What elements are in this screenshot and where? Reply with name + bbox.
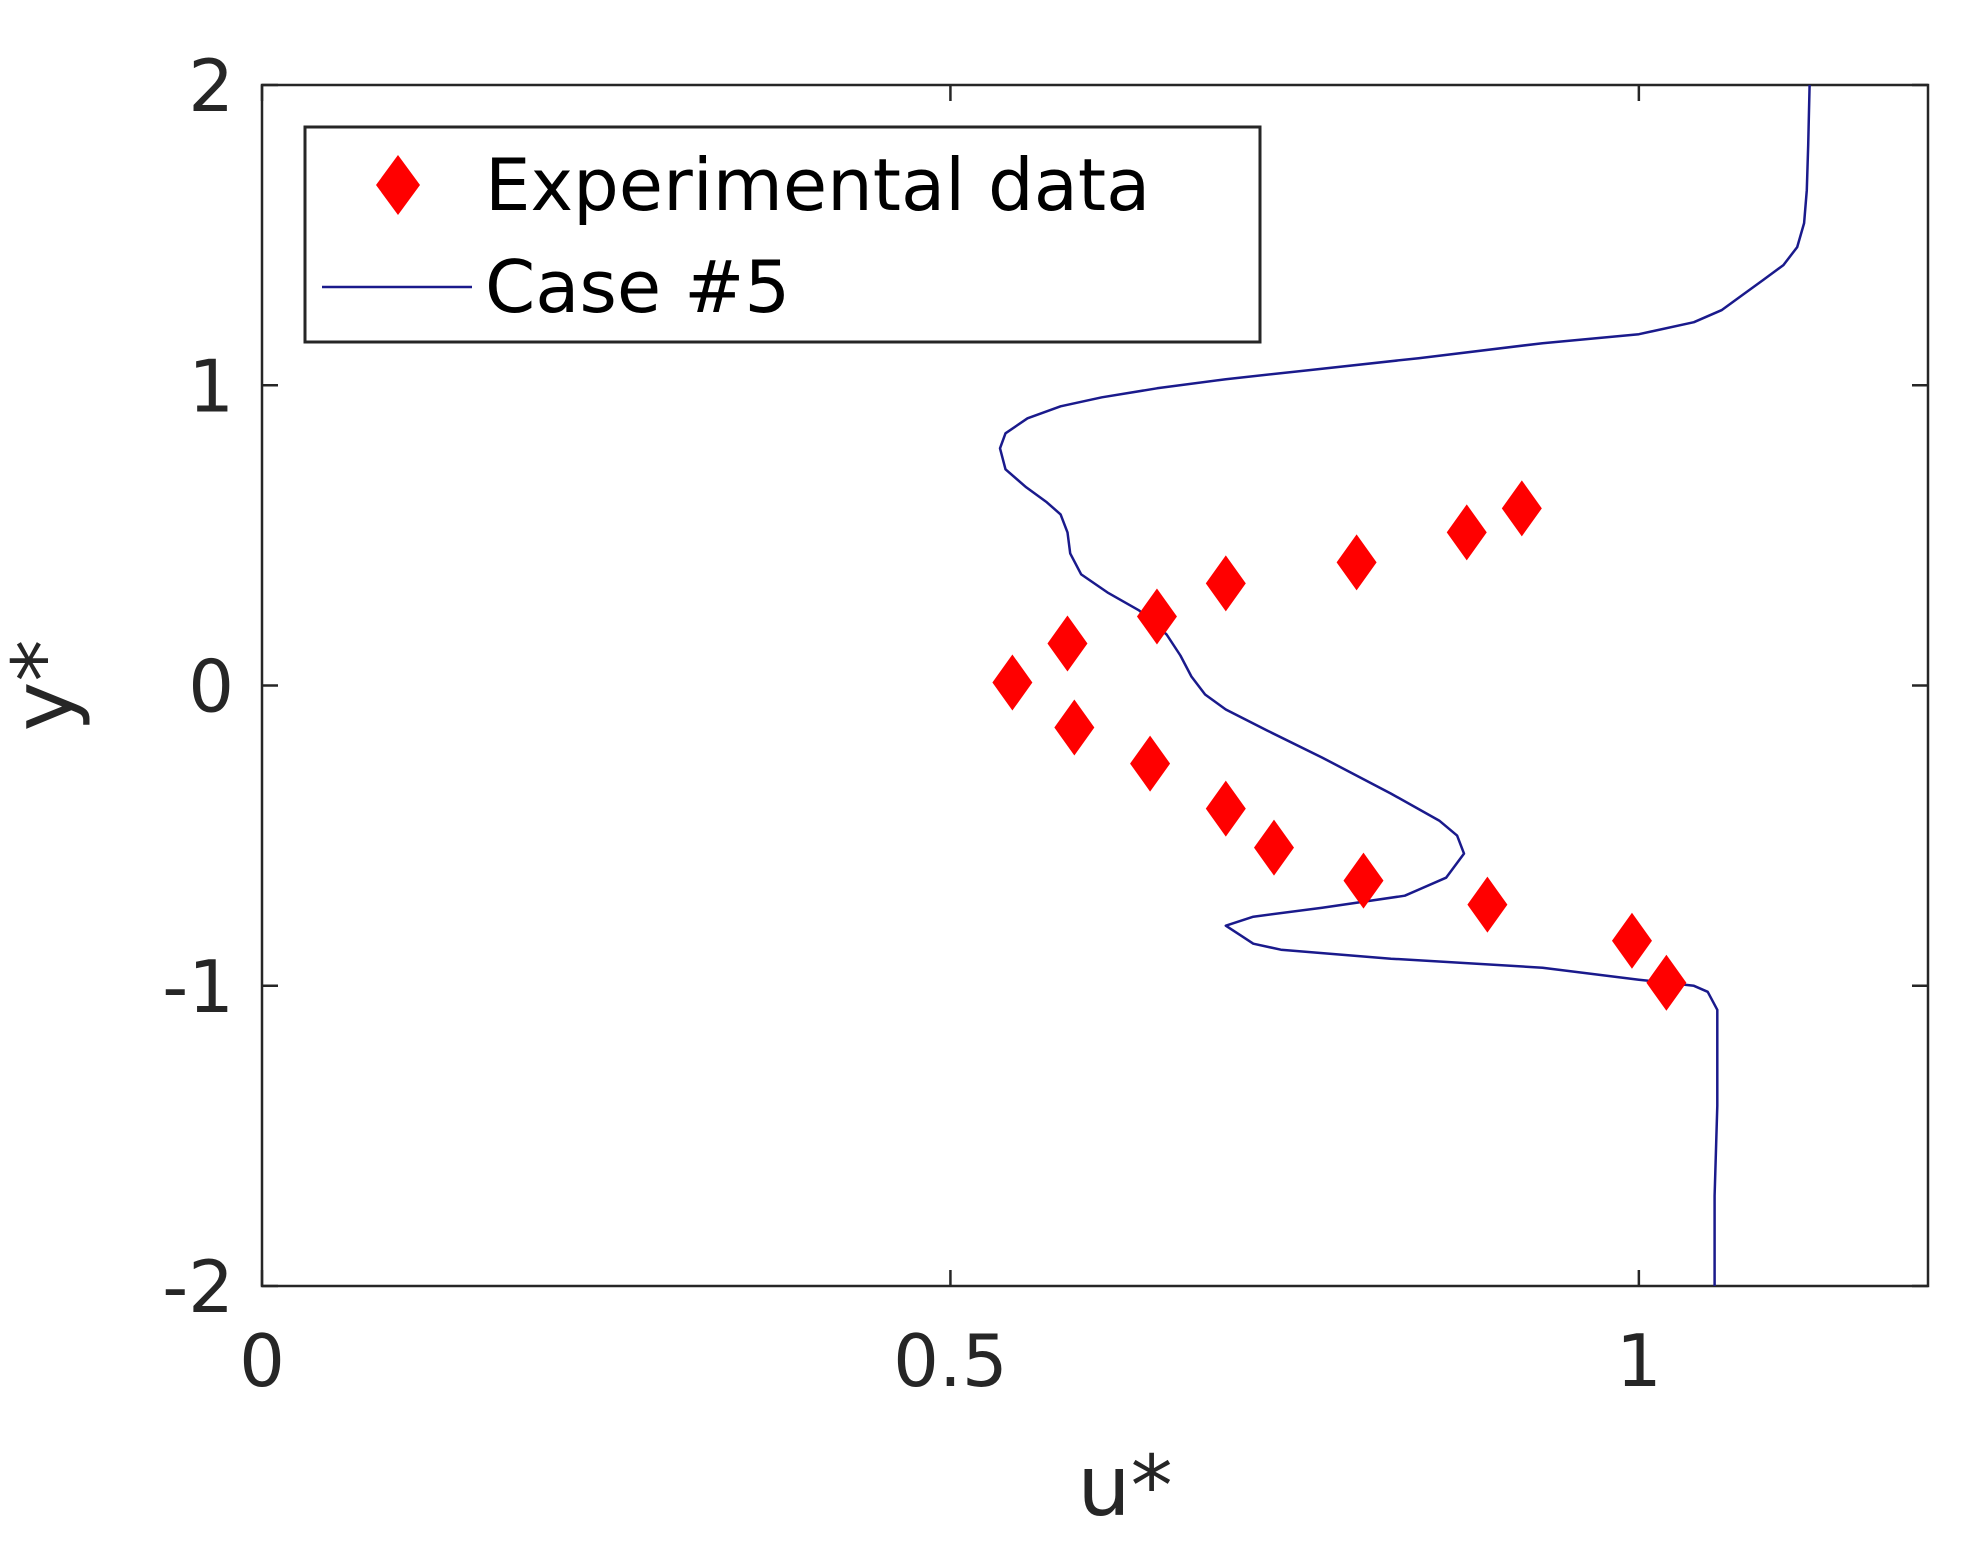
experimental-data-point — [1336, 534, 1377, 591]
y-tick-label: 0 — [188, 645, 234, 729]
axis-tick-labels: 0 0.5 1 2 1 0 -1 -2 — [162, 44, 1662, 1403]
legend-diamond — [376, 155, 420, 215]
x-axis-label: u* — [1077, 1437, 1172, 1535]
legend-box — [303, 125, 1262, 344]
axis-ticks — [260, 83, 1928, 1288]
experimental-data-point — [1611, 912, 1652, 969]
experimental-data-point — [1047, 615, 1088, 672]
y-tick-label: -1 — [162, 945, 234, 1029]
experimental-data-point — [1136, 588, 1177, 645]
experimental-data-point — [1446, 504, 1487, 561]
experimental-data-point — [1054, 699, 1095, 756]
legend-label-case5: Case #5 — [485, 245, 790, 329]
case5-line — [998, 84, 1811, 1286]
y-axis-label: y* — [0, 640, 92, 732]
y-tick-label: 2 — [188, 44, 234, 128]
experimental-data-point — [1205, 780, 1246, 837]
experimental-data-point — [1205, 555, 1246, 612]
experimental-data-point — [1467, 876, 1508, 933]
legend-label-experimental: Experimental data — [485, 143, 1150, 227]
y-tick-label: 1 — [188, 344, 234, 428]
legend: Experimental data Case #5 — [303, 125, 1262, 344]
experimental-data-point — [992, 654, 1033, 711]
x-tick-label: 1 — [1616, 1319, 1662, 1403]
experimental-data-point — [1646, 954, 1687, 1011]
experimental-data-point — [1343, 852, 1384, 909]
experimental-data-point — [1253, 819, 1294, 876]
experimental-data-point — [1501, 480, 1542, 537]
x-tick-label: 0 — [239, 1319, 285, 1403]
legend-marker-experimental — [376, 155, 420, 215]
experimental-data-point — [1130, 735, 1171, 792]
y-tick-label: -2 — [162, 1245, 234, 1329]
x-tick-label: 0.5 — [893, 1319, 1008, 1403]
plot-area — [260, 83, 1930, 1288]
